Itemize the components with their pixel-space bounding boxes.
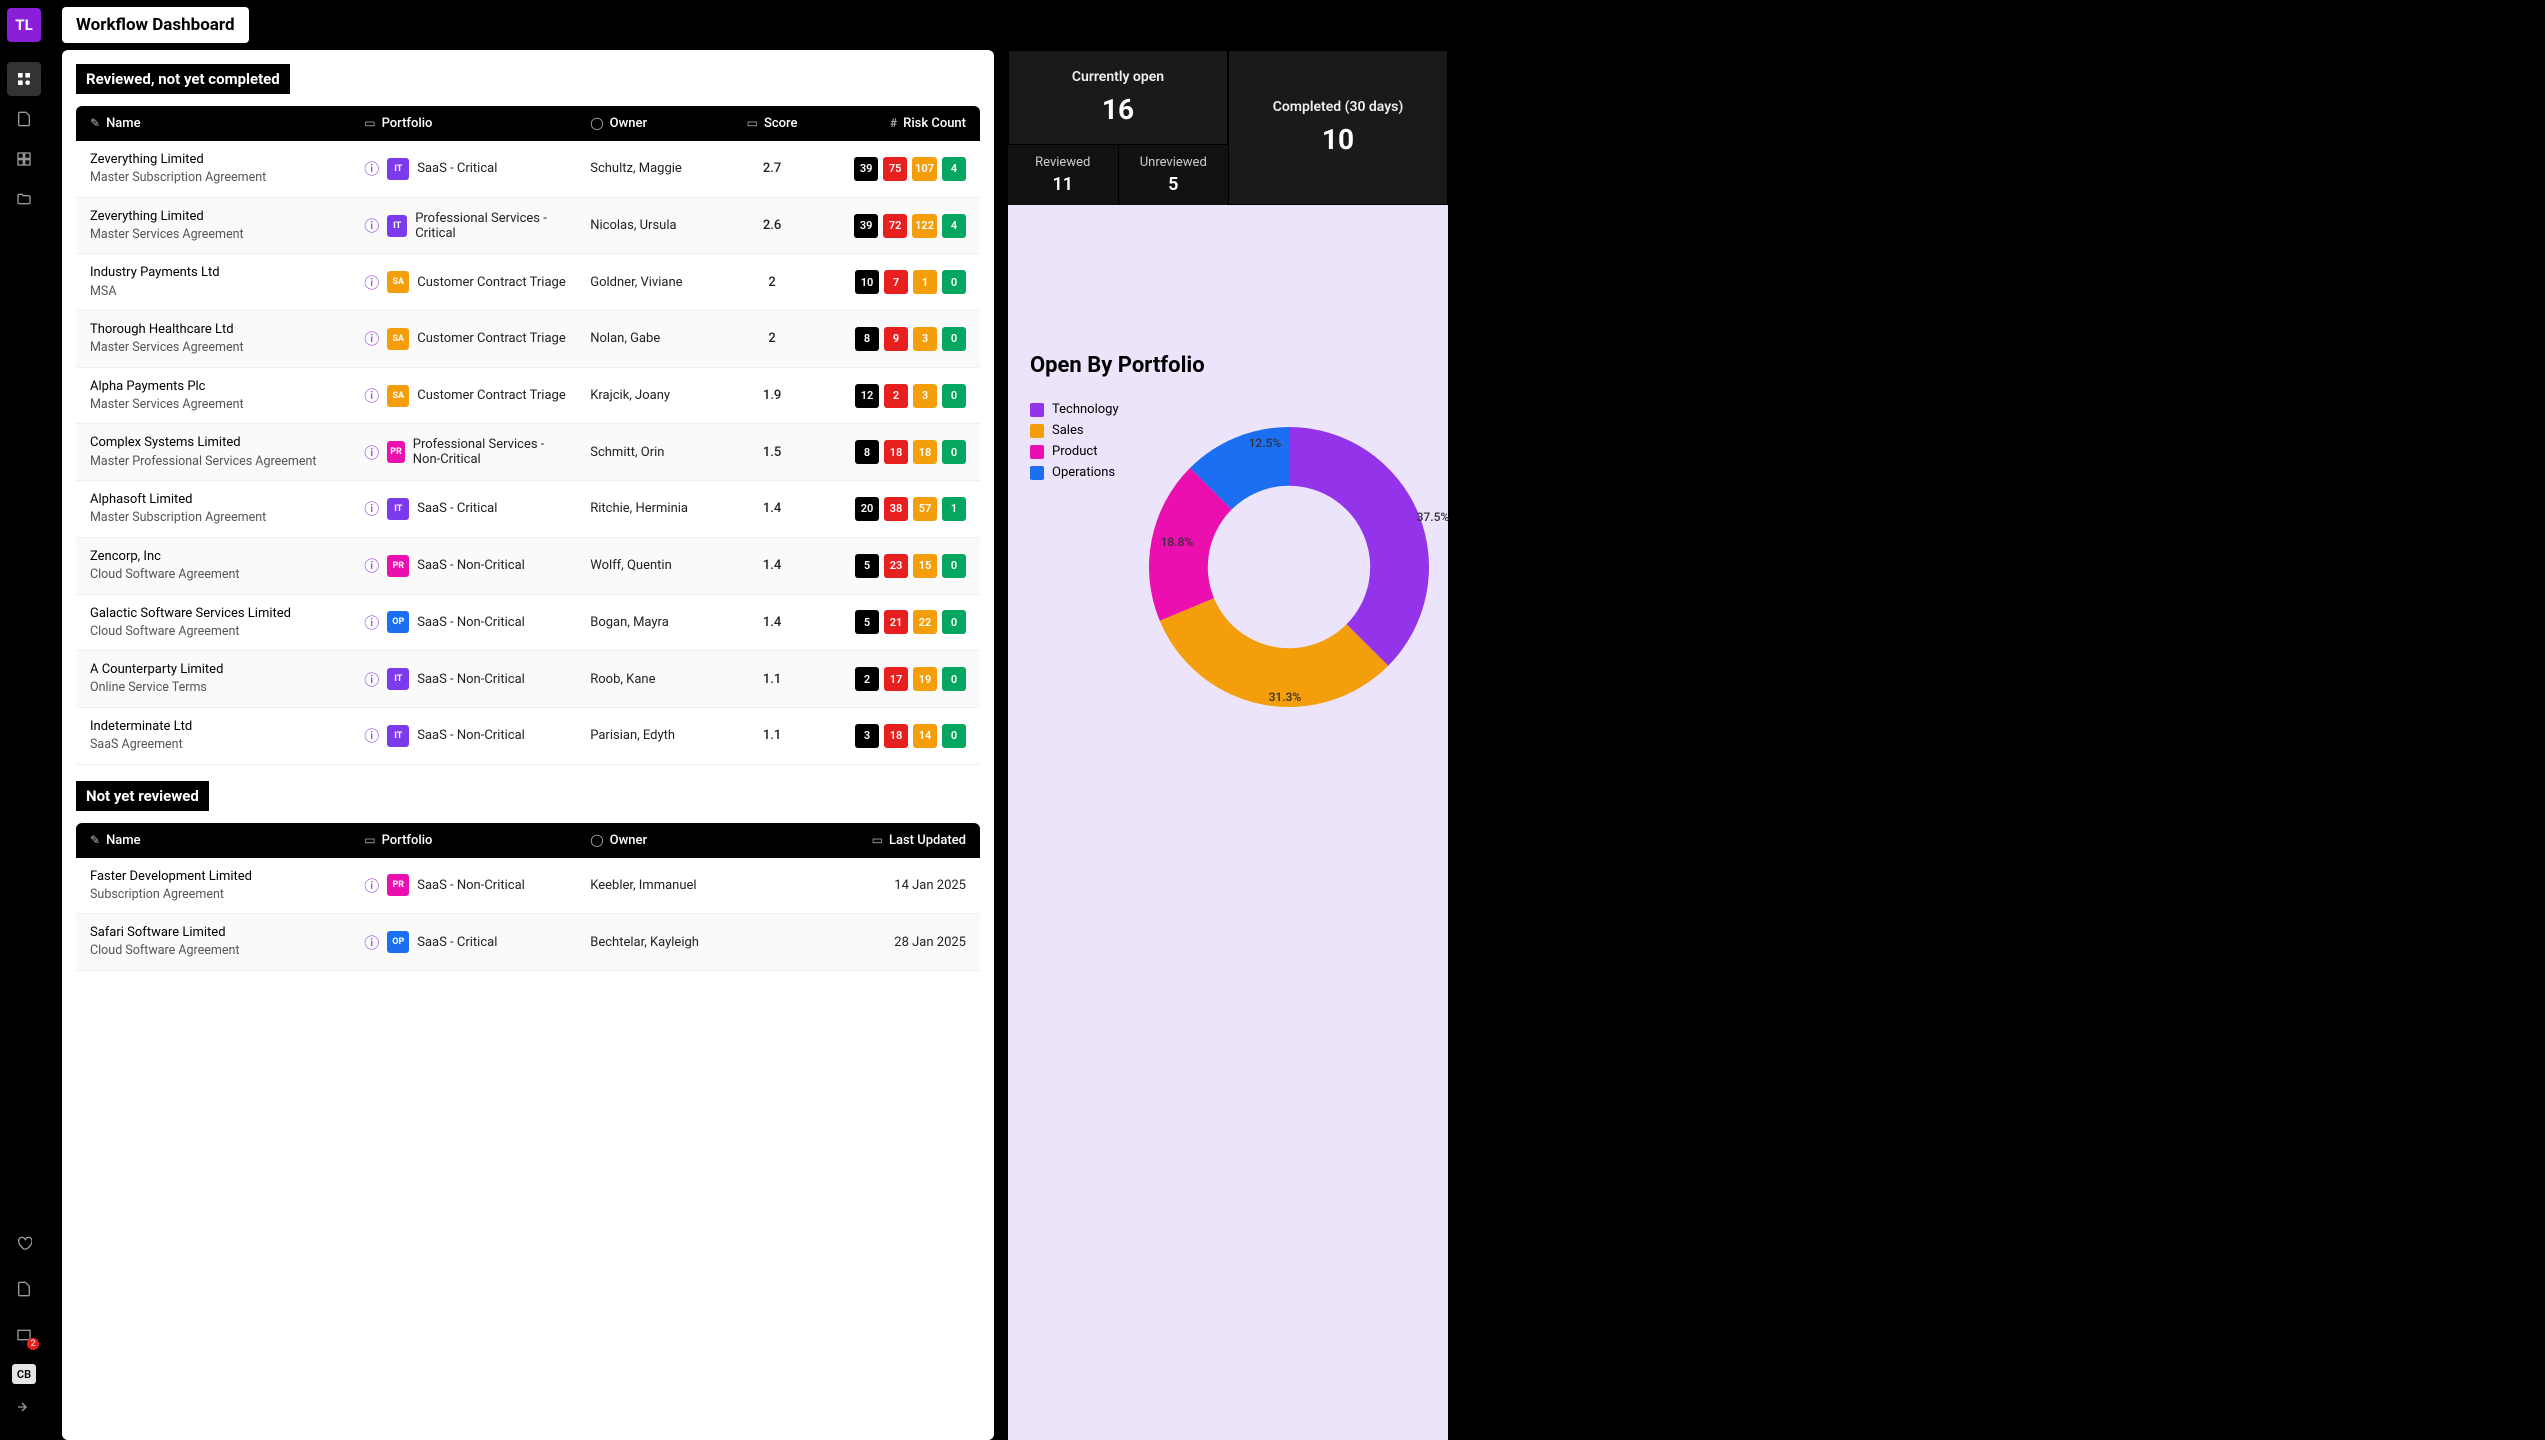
- legend-item: Technology: [1030, 402, 1119, 417]
- stat-completed: Completed (30 days) 10: [1228, 50, 1448, 205]
- info-icon[interactable]: ⓘ: [364, 328, 379, 349]
- table-row[interactable]: Zencorp, IncCloud Software Agreement ⓘPR…: [76, 537, 980, 594]
- doc-icon: ▭: [747, 116, 758, 130]
- info-icon[interactable]: ⓘ: [364, 498, 379, 519]
- edit-icon: ✎: [90, 833, 100, 847]
- info-icon[interactable]: ⓘ: [364, 158, 379, 179]
- portfolio-tag: PR: [387, 441, 405, 463]
- sidebar: TL CB: [0, 0, 48, 1440]
- stats-grid: Currently open 16 Reviewed 11 Unreviewed…: [1008, 50, 1448, 205]
- portfolio-tag: SA: [387, 328, 409, 350]
- donut-label: 37.5%: [1417, 510, 1450, 524]
- table-row[interactable]: Industry Payments LtdMSA ⓘSACustomer Con…: [76, 254, 980, 311]
- nav-inbox-icon[interactable]: [7, 1318, 41, 1352]
- info-icon[interactable]: ⓘ: [364, 612, 379, 633]
- page-title: Workflow Dashboard: [62, 7, 249, 43]
- briefcase-icon: ▭: [364, 116, 375, 130]
- briefcase-icon: ▭: [364, 833, 375, 847]
- app-logo[interactable]: TL: [7, 8, 41, 42]
- portfolio-tag: SA: [387, 385, 409, 407]
- hash-icon: #: [890, 116, 897, 130]
- info-icon[interactable]: ⓘ: [364, 385, 379, 406]
- table-row[interactable]: Safari Software LimitedCloud Software Ag…: [76, 914, 980, 971]
- user-avatar[interactable]: CB: [12, 1364, 36, 1384]
- main: Workflow Dashboard Reviewed, not yet com…: [48, 0, 2545, 1440]
- stat-open: Currently open 16: [1008, 50, 1228, 145]
- portfolio-tag: PR: [387, 555, 409, 577]
- table-row[interactable]: A Counterparty LimitedOnline Service Ter…: [76, 651, 980, 708]
- portfolio-tag: IT: [387, 725, 409, 747]
- portfolio-tag: OP: [387, 611, 409, 633]
- nav-grid-icon[interactable]: [7, 142, 41, 176]
- portfolio-tag: SA: [387, 271, 409, 293]
- legend-item: Operations: [1030, 465, 1119, 480]
- left-panel: Reviewed, not yet completed ✎Name ▭Portf…: [62, 50, 994, 1440]
- chart-panel: Open By Portfolio Technology Sales Product…: [1008, 205, 1448, 1440]
- portfolio-tag: IT: [387, 158, 409, 180]
- stat-reviewed: Reviewed 11: [1008, 145, 1119, 205]
- donut-chart: 37.5%31.3%18.8%12.5%: [1139, 402, 1439, 732]
- portfolio-tag: IT: [387, 668, 409, 690]
- stat-unreviewed: Unreviewed 5: [1119, 145, 1229, 205]
- table-row[interactable]: Zeverything LimitedMaster Subscription A…: [76, 141, 980, 197]
- table-row[interactable]: Alpha Payments PlcMaster Services Agreem…: [76, 367, 980, 424]
- legend-item: Sales: [1030, 423, 1119, 438]
- user-icon: ◯: [590, 116, 603, 130]
- chart-title: Open By Portfolio: [1030, 353, 1426, 378]
- table-row[interactable]: Galactic Software Services LimitedCloud …: [76, 594, 980, 651]
- info-icon[interactable]: ⓘ: [364, 725, 379, 746]
- info-icon[interactable]: ⓘ: [364, 555, 379, 576]
- portfolio-tag: IT: [387, 215, 407, 237]
- user-icon: ◯: [590, 833, 603, 847]
- portfolio-tag: OP: [387, 931, 409, 953]
- donut-label: 18.8%: [1161, 535, 1194, 549]
- donut-label: 12.5%: [1249, 436, 1282, 450]
- info-icon[interactable]: ⓘ: [364, 442, 379, 463]
- table-row[interactable]: Complex Systems LimitedMaster Profession…: [76, 424, 980, 481]
- table-row[interactable]: Zeverything LimitedMaster Services Agree…: [76, 197, 980, 254]
- info-icon[interactable]: ⓘ: [364, 932, 379, 953]
- section-title-unreviewed: Not yet reviewed: [76, 781, 209, 811]
- nav-file-icon[interactable]: [7, 1272, 41, 1306]
- info-icon[interactable]: ⓘ: [364, 272, 379, 293]
- unreviewed-table: ✎Name ▭Portfolio ◯Owner ▭Last Updated Fa…: [76, 823, 980, 971]
- calendar-icon: ▭: [872, 833, 883, 847]
- nav-folder-icon[interactable]: [7, 182, 41, 216]
- donut-label: 31.3%: [1269, 690, 1302, 704]
- table-row[interactable]: Indeterminate LtdSaaS Agreement ⓘITSaaS …: [76, 707, 980, 764]
- table-row[interactable]: Alphasoft LimitedMaster Subscription Agr…: [76, 481, 980, 538]
- nav-heart-icon[interactable]: [7, 1226, 41, 1260]
- table-row[interactable]: Thorough Healthcare LtdMaster Services A…: [76, 311, 980, 368]
- chart-legend: Technology Sales Product Operations: [1030, 402, 1119, 732]
- table-row[interactable]: Faster Development LimitedSubscription A…: [76, 858, 980, 914]
- portfolio-tag: PR: [387, 874, 409, 896]
- info-icon[interactable]: ⓘ: [364, 669, 379, 690]
- info-icon[interactable]: ⓘ: [364, 875, 379, 896]
- edit-icon: ✎: [90, 116, 100, 130]
- legend-item: Product: [1030, 444, 1119, 459]
- nav-logout-icon[interactable]: [7, 1390, 41, 1424]
- topbar: Workflow Dashboard: [48, 0, 2545, 50]
- portfolio-tag: IT: [387, 498, 409, 520]
- donut-slice[interactable]: [1289, 427, 1429, 666]
- info-icon[interactable]: ⓘ: [364, 215, 379, 236]
- right-panel: Currently open 16 Reviewed 11 Unreviewed…: [1008, 50, 1448, 1440]
- section-title-reviewed: Reviewed, not yet completed: [76, 64, 290, 94]
- nav-workflow-icon[interactable]: [7, 62, 41, 96]
- reviewed-table: ✎Name ▭Portfolio ◯Owner ▭Score #Risk Cou…: [76, 106, 980, 765]
- nav-docs-icon[interactable]: [7, 102, 41, 136]
